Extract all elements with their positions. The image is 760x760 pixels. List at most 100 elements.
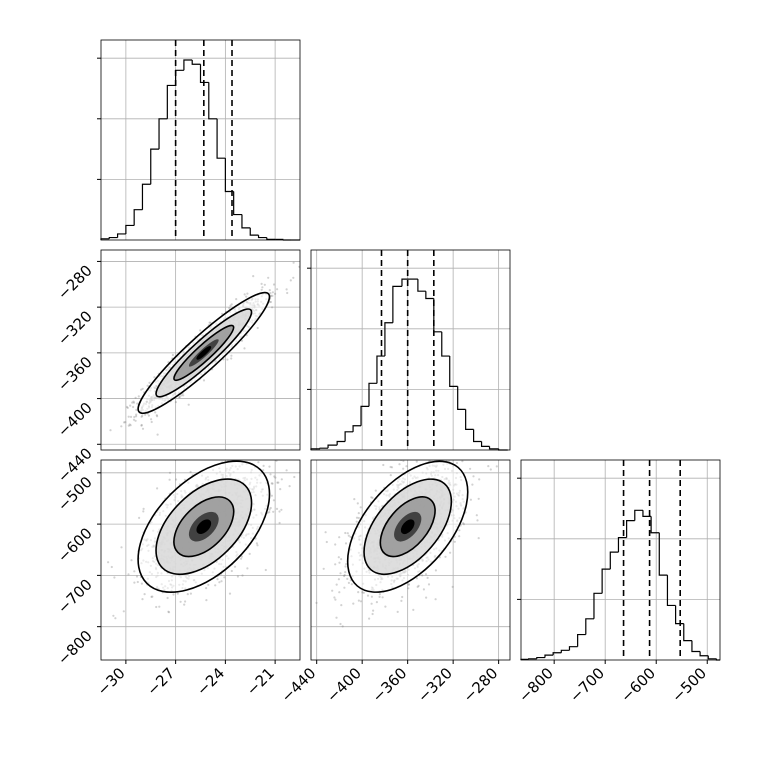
panel-frame: [100, 249, 301, 451]
panel-frame: [100, 459, 301, 661]
scatter-point: [343, 586, 346, 589]
scatter-point: [451, 585, 454, 589]
scatter-point: [271, 306, 274, 309]
scatter-point: [431, 454, 433, 456]
scatter-point: [269, 294, 273, 297]
scatter-point: [127, 424, 130, 427]
hist-bar: [544, 654, 554, 658]
scatter-point: [240, 339, 244, 342]
scatter-point: [150, 420, 153, 424]
scatter-point: [456, 425, 458, 427]
scatter-point: [136, 580, 139, 584]
scatter-point: [461, 460, 464, 463]
scatter-point: [211, 455, 213, 457]
x-tick-label: −21: [243, 664, 278, 699]
scatter-point: [476, 519, 479, 522]
scatter-point: [285, 288, 288, 291]
hist-bar: [617, 536, 627, 553]
hist-bar: [368, 382, 377, 407]
scatter-point: [396, 610, 399, 614]
scatter-point: [272, 283, 276, 286]
scatter-point: [337, 578, 340, 581]
scatter-point: [382, 463, 385, 467]
scatter-point: [278, 510, 281, 513]
scatter-point: [270, 482, 273, 485]
hist-bar: [488, 446, 499, 450]
hist-bar: [528, 658, 537, 660]
scatter-point: [233, 565, 237, 568]
scatter-point: [335, 583, 338, 586]
scatter-point: [140, 582, 143, 585]
scatter-point: [401, 595, 404, 599]
scatter-point: [189, 470, 192, 474]
scatter-point: [347, 534, 350, 537]
scatter-point: [334, 598, 337, 601]
scatter-point: [280, 508, 283, 511]
scatter-point: [182, 394, 185, 397]
hist-bar: [125, 224, 135, 234]
density-contour: [196, 519, 212, 535]
hist-bar: [560, 649, 570, 653]
scatter-point: [233, 458, 235, 460]
scatter-point: [274, 476, 277, 479]
scatter-point: [133, 415, 136, 419]
hist-bar: [360, 405, 369, 426]
scatter-point: [475, 514, 478, 517]
scatter-point: [341, 625, 344, 628]
scatter-point: [243, 347, 246, 350]
scatter-point: [412, 608, 415, 612]
scatter-point: [389, 474, 392, 477]
scatter-point: [331, 589, 334, 592]
scatter-point: [205, 587, 208, 590]
scatter-point: [487, 465, 490, 468]
scatter-point: [262, 469, 265, 472]
scatter-point: [269, 300, 272, 304]
scatter-point: [315, 601, 318, 605]
hist-bar: [327, 444, 338, 449]
scatter-point: [260, 439, 262, 441]
hist-bar: [384, 322, 393, 357]
scatter-point: [288, 485, 291, 488]
scatter-point: [285, 469, 288, 472]
scatter-point: [357, 599, 360, 602]
scatter-point: [202, 379, 206, 382]
scatter-point: [246, 292, 249, 295]
scatter-point: [471, 483, 474, 486]
scatter-point: [355, 520, 358, 523]
scatter-point: [252, 275, 255, 278]
scatter-point: [166, 596, 169, 600]
scatter-point: [221, 312, 224, 315]
scatter-point: [271, 291, 274, 294]
scatter-point: [134, 396, 137, 399]
scatter-point: [207, 583, 210, 586]
scatter-point: [289, 279, 292, 282]
scatter-point: [370, 602, 373, 605]
hist-bar: [666, 575, 676, 607]
scatter-point: [175, 478, 178, 481]
hist-bar: [577, 633, 586, 647]
hist-bar: [392, 285, 402, 323]
scatter-point: [431, 447, 433, 449]
scatter-point: [228, 592, 232, 595]
scatter-point: [205, 599, 208, 602]
y-tick-label: −700: [54, 575, 96, 617]
scatter-point: [368, 617, 371, 620]
scatter-point: [218, 581, 221, 584]
hist-bar: [257, 235, 267, 239]
hist-bar: [233, 191, 242, 216]
scatter-point: [344, 571, 347, 574]
hist-bar: [266, 237, 276, 240]
hist-bar: [568, 646, 578, 651]
scatter-point: [271, 482, 274, 485]
scatter-point: [168, 471, 172, 474]
scatter-point: [112, 614, 115, 617]
scatter-point: [262, 464, 265, 467]
scatter-panel: [101, 439, 300, 660]
scatter-point: [214, 584, 217, 587]
scatter-point: [350, 583, 353, 586]
scatter-point: [338, 536, 341, 539]
scatter-point: [140, 388, 143, 391]
scatter-point: [241, 574, 244, 577]
scatter-point: [264, 568, 267, 572]
x-tick-label: −500: [668, 664, 710, 706]
